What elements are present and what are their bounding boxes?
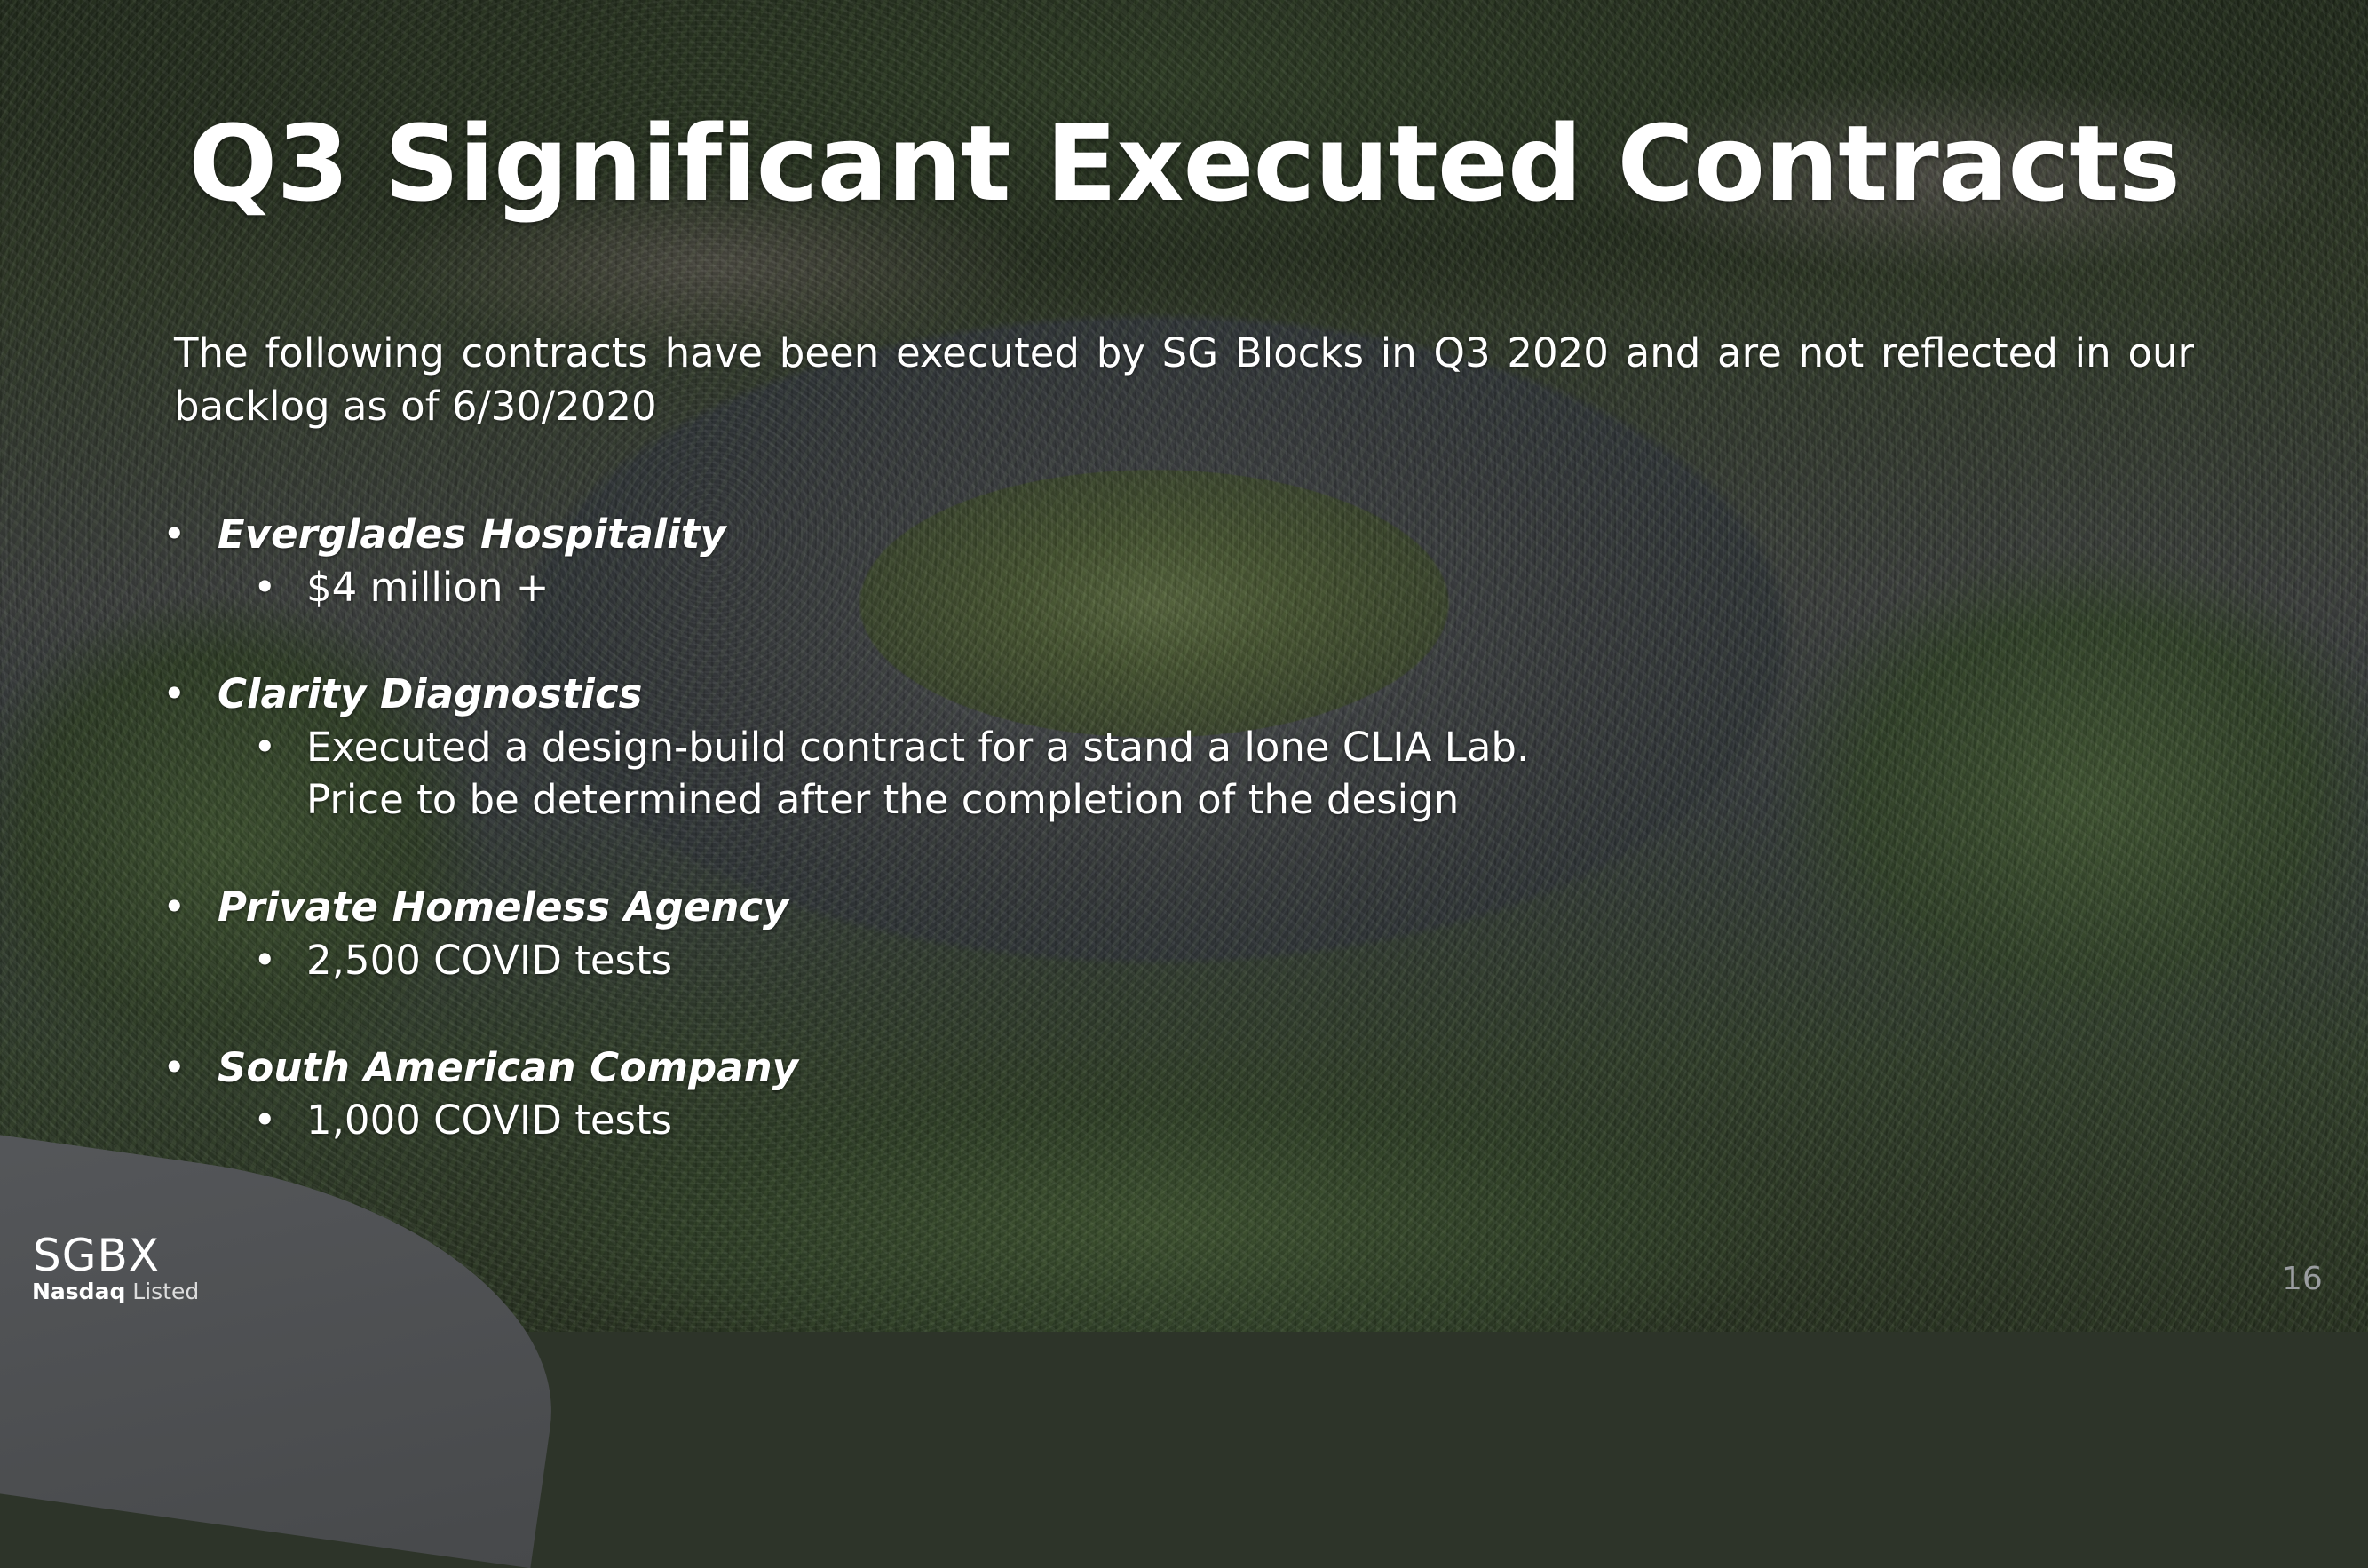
slide-title: Q3 Significant Executed Contracts [188, 102, 2181, 225]
contract-detail: 2,500 COVID tests [253, 934, 672, 987]
contract-name: Private Homeless Agency [162, 881, 788, 934]
contract-name: South American Company [162, 1041, 798, 1095]
contract-name: Everglades Hospitality [162, 508, 725, 561]
logo-nasdaq-listed: Nasdaq Listed [32, 1279, 199, 1304]
contract-name: Clarity Diagnostics [162, 668, 642, 721]
contract-detail: $4 million + [253, 561, 550, 614]
page-number: 16 [2282, 1261, 2323, 1297]
logo-listed: Listed [132, 1279, 200, 1304]
contract-detail: Price to be determined after the complet… [306, 776, 1460, 823]
logo-ticker: SGBX [33, 1230, 161, 1281]
contract-detail: Executed a design-build contract for a s… [253, 721, 1529, 774]
contract-detail: 1,000 COVID tests [253, 1094, 672, 1147]
intro-text: The following contracts have been execut… [174, 329, 2194, 430]
logo-exchange: Nasdaq [32, 1279, 126, 1304]
